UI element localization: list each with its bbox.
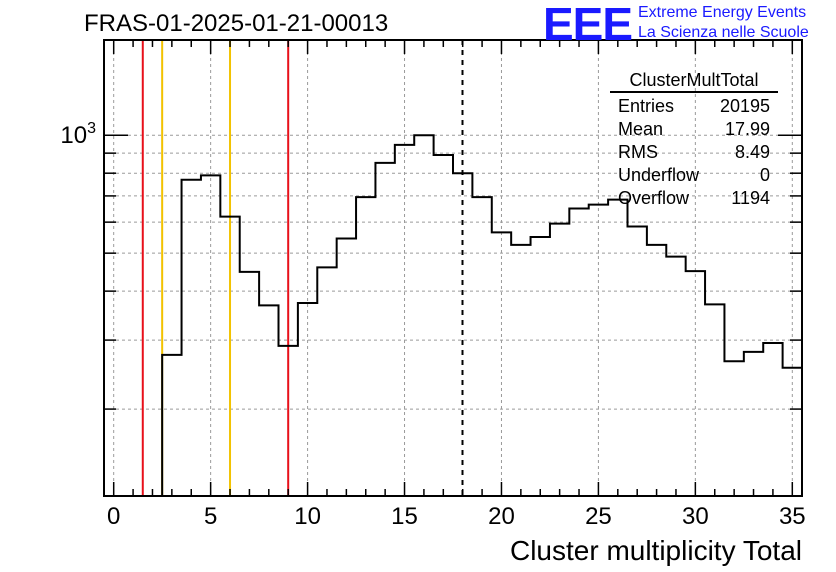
stats-value: 17.99	[724, 119, 770, 139]
x-tick-label: 5	[204, 503, 217, 530]
stats-row-underflow: Underflow 0	[610, 164, 778, 187]
eee-logo: EEE	[543, 0, 633, 50]
x-axis: 0 5 10 15 20 25 30 35	[107, 40, 806, 530]
x-tick-label: 20	[488, 503, 515, 530]
stats-row-rms: RMS 8.49	[610, 141, 778, 164]
stats-label: Overflow	[618, 188, 690, 208]
stats-row-overflow: Overflow 1194	[610, 187, 778, 210]
logo-tagline-1: Extreme Energy Events	[638, 4, 807, 21]
stats-label: Mean	[618, 119, 664, 139]
x-axis-label: Cluster multiplicity Total	[510, 535, 802, 566]
stats-name: ClusterMultTotal	[610, 70, 778, 93]
stats-label: Underflow	[618, 165, 700, 185]
stats-value: 0	[759, 165, 770, 185]
plot-frame	[103, 39, 803, 497]
logo-tagline-2: La Scienza nelle Scuole	[638, 24, 809, 41]
page-title: FRAS-01-2025-01-21-00013	[84, 10, 389, 37]
stats-row-mean: Mean 17.99	[610, 118, 778, 141]
stats-label: RMS	[618, 142, 658, 162]
x-tick-label: 25	[585, 503, 612, 530]
stats-value: 20195	[719, 96, 770, 116]
x-tick-label: 30	[682, 503, 709, 530]
x-tick-label: 35	[779, 503, 806, 530]
stats-box: ClusterMultTotal Entries 20195 Mean 17.9…	[610, 70, 778, 210]
marker-lines	[141, 40, 464, 496]
x-tick-label: 0	[107, 503, 120, 530]
x-tick-label: 15	[391, 503, 418, 530]
stats-value: 8.49	[734, 142, 770, 162]
stats-label: Entries	[618, 96, 675, 116]
stats-row-entries: Entries 20195	[610, 95, 778, 118]
y-axis: 103	[60, 120, 802, 410]
stats-value: 1194	[731, 188, 770, 208]
histogram-series	[161, 134, 802, 496]
x-tick-label: 10	[294, 503, 321, 530]
y-tick-label: 103	[60, 120, 96, 149]
